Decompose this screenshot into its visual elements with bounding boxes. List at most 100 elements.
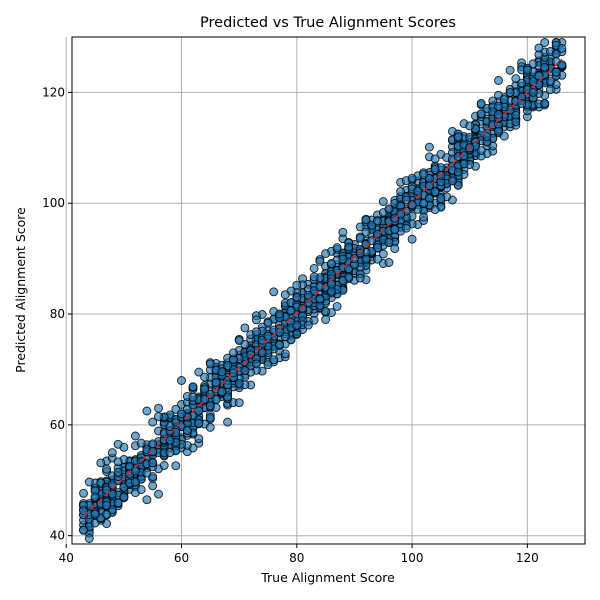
data-point xyxy=(453,167,463,177)
data-point xyxy=(211,395,221,405)
data-point xyxy=(522,65,532,75)
data-point xyxy=(211,378,221,387)
data-point xyxy=(332,301,342,311)
data-point xyxy=(194,434,204,444)
data-point xyxy=(269,355,279,365)
data-point xyxy=(171,404,181,414)
data-point xyxy=(275,309,284,319)
x-axis-ticks: 40 60 80 100 120 xyxy=(59,544,539,565)
data-point xyxy=(200,372,210,382)
data-point xyxy=(355,273,365,283)
data-point xyxy=(194,418,204,428)
data-point xyxy=(188,392,198,402)
data-point xyxy=(407,200,417,210)
x-tick-label: 60 xyxy=(174,551,189,565)
data-point xyxy=(476,99,486,108)
data-point xyxy=(130,431,140,441)
data-point xyxy=(332,243,342,253)
data-point xyxy=(326,279,336,289)
data-point xyxy=(119,492,129,502)
data-points xyxy=(79,38,567,543)
data-point xyxy=(205,422,215,432)
data-point xyxy=(505,65,515,75)
data-point xyxy=(424,142,434,152)
data-point xyxy=(84,477,94,487)
x-tick-label: 120 xyxy=(516,551,539,565)
data-point xyxy=(292,280,302,290)
data-point xyxy=(557,60,567,70)
data-point xyxy=(309,263,319,273)
data-point xyxy=(223,392,233,402)
data-point xyxy=(355,233,365,243)
y-axis-ticks: 40 60 80 100 120 xyxy=(42,85,72,543)
data-point xyxy=(384,238,394,248)
data-point xyxy=(321,306,331,316)
data-point xyxy=(545,76,555,86)
data-point xyxy=(511,117,521,127)
data-point xyxy=(177,376,186,385)
data-point xyxy=(79,525,88,535)
data-point xyxy=(494,76,503,85)
data-point xyxy=(407,234,417,244)
data-point xyxy=(217,387,227,397)
data-point xyxy=(430,187,440,197)
data-point xyxy=(453,132,463,142)
data-point xyxy=(505,87,515,97)
data-point xyxy=(148,446,158,456)
y-tick-label: 80 xyxy=(50,307,65,321)
data-point xyxy=(476,146,486,156)
data-point xyxy=(494,110,503,120)
data-point xyxy=(205,413,215,422)
data-point xyxy=(130,477,140,487)
data-point xyxy=(373,254,382,264)
data-point xyxy=(482,132,492,142)
data-point xyxy=(338,254,348,264)
data-point xyxy=(263,360,273,370)
data-point xyxy=(228,348,238,358)
data-point xyxy=(200,384,210,394)
data-point xyxy=(419,198,429,208)
data-point xyxy=(292,329,302,339)
data-point xyxy=(240,323,250,333)
x-axis-label: True Alignment Score xyxy=(260,570,395,585)
data-point xyxy=(384,258,394,267)
data-point xyxy=(280,349,290,359)
data-point xyxy=(113,467,123,477)
y-axis-label: Predicted Alignment Score xyxy=(13,207,28,373)
data-point xyxy=(499,95,509,105)
data-point xyxy=(263,318,273,328)
data-point xyxy=(436,194,446,204)
data-point xyxy=(315,282,325,292)
data-point xyxy=(130,466,140,476)
data-point xyxy=(107,448,117,458)
data-point xyxy=(142,468,152,478)
data-point xyxy=(292,293,302,302)
data-point xyxy=(349,254,359,264)
data-point xyxy=(90,509,100,519)
data-point xyxy=(96,458,106,468)
data-point xyxy=(355,222,365,232)
data-point xyxy=(165,448,175,458)
data-point xyxy=(223,361,233,371)
data-point xyxy=(269,287,279,297)
data-point xyxy=(373,229,382,239)
data-point xyxy=(234,378,244,388)
data-point xyxy=(188,382,198,392)
data-point xyxy=(102,500,112,510)
data-point xyxy=(321,249,331,259)
data-point xyxy=(257,348,267,358)
data-point xyxy=(499,131,509,141)
data-point xyxy=(338,276,348,286)
data-point xyxy=(136,438,146,448)
data-point xyxy=(494,126,503,136)
data-point xyxy=(280,332,290,342)
data-point xyxy=(142,406,152,416)
plot-frame xyxy=(71,36,586,545)
y-tick-label: 100 xyxy=(42,196,65,210)
data-point xyxy=(517,78,527,88)
data-point xyxy=(476,109,486,119)
data-point xyxy=(315,256,325,266)
data-point xyxy=(545,85,555,95)
data-point xyxy=(528,77,538,87)
data-point xyxy=(298,303,308,313)
